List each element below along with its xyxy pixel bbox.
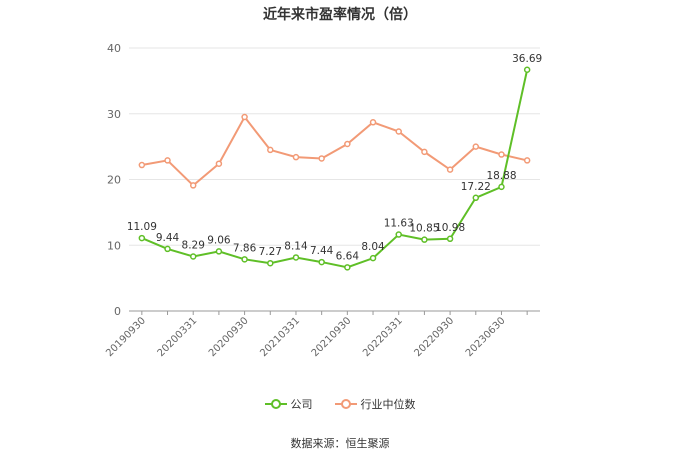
x-tick-label: 20200331 (156, 315, 200, 359)
company-data-label: 18.88 (486, 170, 516, 182)
company-data-label: 8.04 (361, 241, 385, 253)
x-tick-label: 20210331 (258, 315, 302, 359)
grid-lines (129, 47, 540, 246)
industry-data-point (446, 166, 454, 173)
company-data-point (472, 194, 480, 202)
company-data-point (215, 248, 223, 255)
company-data-label: 10.98 (435, 222, 465, 234)
industry-data-point (267, 146, 274, 154)
company-data-label: 8.14 (284, 240, 308, 252)
company-pe-line (141, 69, 529, 269)
y-tick-label: 20 (107, 174, 121, 187)
company-data-point (344, 264, 351, 271)
company-data-label: 36.69 (512, 53, 542, 65)
industry-data-point (369, 119, 377, 126)
industry-data-point (498, 151, 505, 158)
company-data-point (138, 234, 146, 242)
series-lines (138, 66, 531, 271)
company-data-point (421, 236, 428, 243)
x-tick-label: 20220930 (412, 315, 456, 359)
company-data-label: 11.09 (127, 221, 157, 233)
y-tick-label: 0 (114, 305, 121, 318)
company-data-point (318, 258, 325, 266)
x-tick-label: 20210930 (310, 315, 354, 359)
legend-company-label: 公司 (290, 398, 313, 411)
legend: 公司 行业中位数 (0, 396, 680, 412)
legend-industry-label: 行业中位数 (360, 398, 416, 411)
industry-data-point (138, 161, 146, 169)
company-data-point (369, 254, 377, 262)
legend-item-industry-median[interactable]: 行业中位数 (334, 396, 416, 412)
company-data-point (241, 256, 248, 263)
company-data-point (498, 183, 505, 191)
x-tick-label: 20190930 (104, 315, 148, 359)
industry-data-point (472, 143, 480, 150)
industry-data-point (164, 157, 171, 164)
industry-data-point (421, 148, 428, 156)
x-tick-label: 20200930 (207, 315, 251, 359)
y-tick-label: 30 (107, 108, 121, 121)
company-data-label: 6.64 (336, 250, 360, 262)
legend-company-marker (264, 399, 287, 409)
legend-industry-marker (334, 399, 357, 409)
x-tick-label: 20220331 (361, 315, 405, 359)
company-data-label: 17.22 (461, 181, 491, 193)
y-tick-label: 40 (107, 42, 121, 55)
industry-data-point (215, 160, 223, 167)
data-labels: 11.099.448.29 9.067.86 7.27 8.14 7.44 6.648.0… (127, 53, 542, 263)
company-data-label: 10.85 (409, 223, 439, 235)
company-data-point (523, 66, 531, 74)
chart-title: 近年来市盈率情况（倍） (263, 7, 417, 23)
industry-data-point (241, 113, 248, 121)
industry-median-line (141, 115, 528, 187)
legend-item-company[interactable]: 公司 (264, 396, 313, 412)
company-data-label: 9.44 (156, 232, 180, 244)
data-source-note: 数据来源：恒生聚源 (290, 437, 390, 450)
company-data-point (164, 245, 171, 253)
y-tick-label: 10 (107, 239, 121, 252)
company-data-point (267, 259, 274, 267)
industry-data-point (189, 182, 197, 189)
company-data-label: 9.06 (207, 234, 231, 246)
company-data-point (446, 235, 454, 243)
industry-data-point (523, 157, 531, 164)
company-data-label: 11.63 (384, 218, 414, 230)
company-data-point (189, 253, 197, 260)
company-data-label: 8.29 (182, 239, 205, 251)
company-data-label: 7.27 (259, 246, 282, 258)
company-data-label: 7.86 (233, 242, 257, 254)
company-data-point (395, 231, 402, 238)
industry-data-point (292, 153, 300, 161)
x-tick-label: 20230630 (464, 315, 508, 359)
company-data-point (292, 254, 300, 261)
industry-data-point (395, 128, 402, 135)
company-data-label: 7.44 (310, 245, 334, 257)
industry-data-point (344, 140, 351, 148)
industry-data-point (318, 155, 325, 162)
